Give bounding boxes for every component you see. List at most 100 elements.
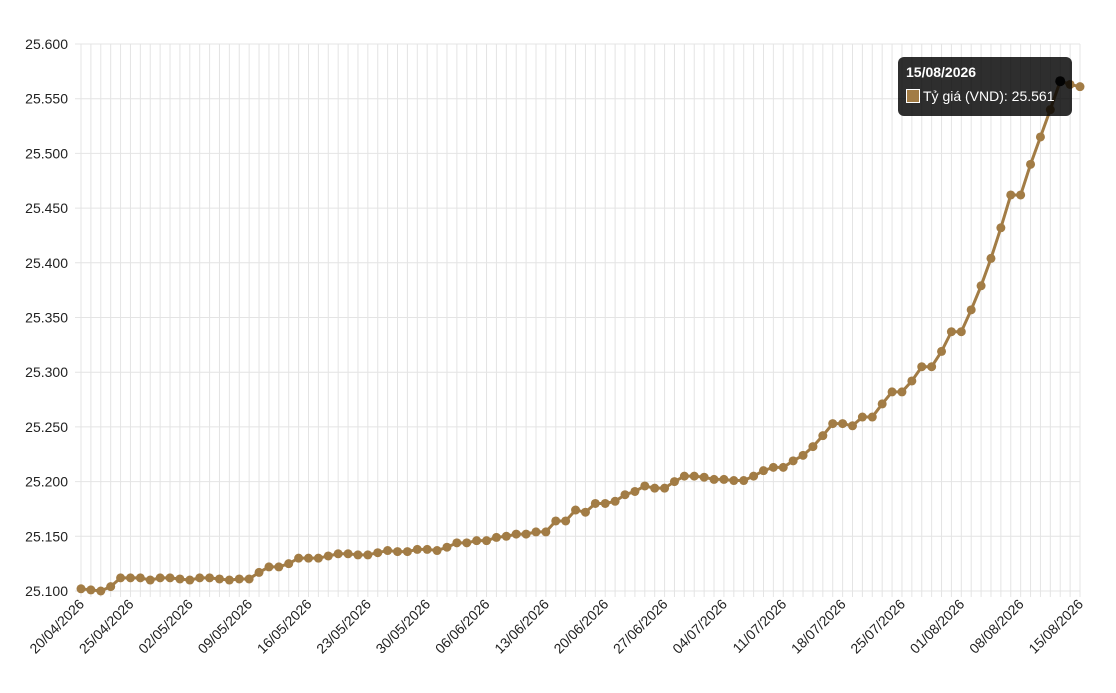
point	[1035, 132, 1045, 142]
tooltip-title: 15/08/2026	[906, 64, 977, 80]
point	[76, 584, 86, 594]
point	[462, 538, 472, 548]
y-tick-label: 25.450	[25, 200, 68, 216]
point	[571, 505, 581, 515]
point	[640, 481, 650, 491]
point	[402, 547, 412, 557]
y-tick-label: 25.400	[25, 255, 68, 271]
point	[214, 574, 224, 584]
point	[234, 574, 244, 584]
point	[937, 346, 947, 356]
x-tick-label: 09/05/2026	[194, 596, 255, 657]
point	[709, 474, 719, 484]
series-line	[80, 79, 1081, 593]
point	[511, 529, 521, 539]
point	[541, 527, 551, 537]
x-tick-label: 30/05/2026	[372, 596, 433, 657]
y-tick-label: 25.350	[25, 310, 68, 326]
x-tick-label: 16/05/2026	[254, 596, 315, 657]
point	[650, 483, 660, 493]
point	[452, 538, 462, 548]
point	[848, 421, 858, 431]
point	[135, 573, 145, 583]
point	[185, 575, 195, 585]
point	[739, 476, 749, 486]
x-tick-label: 08/08/2026	[966, 596, 1027, 657]
point	[323, 551, 333, 561]
x-tick-label: 04/07/2026	[669, 596, 730, 657]
point	[175, 574, 185, 584]
point	[383, 546, 393, 556]
point	[393, 547, 403, 557]
point	[749, 471, 759, 481]
y-tick-label: 25.600	[25, 36, 68, 52]
point	[472, 536, 482, 546]
point	[679, 471, 689, 481]
point	[768, 462, 778, 472]
point	[373, 548, 383, 558]
point	[1075, 82, 1085, 92]
point	[669, 477, 679, 487]
point	[303, 553, 313, 563]
x-tick-label: 13/06/2026	[491, 596, 552, 657]
tooltip-text: Tỷ giá (VND): 25.561	[923, 88, 1055, 104]
point	[521, 529, 531, 539]
point	[313, 553, 323, 563]
y-tick-label: 25.150	[25, 528, 68, 544]
point	[788, 456, 798, 466]
point	[1026, 159, 1036, 169]
point	[155, 573, 165, 583]
point	[917, 362, 927, 372]
y-tick-label: 25.500	[25, 145, 68, 161]
y-tick-label: 25.100	[25, 583, 68, 599]
y-tick-label: 25.250	[25, 419, 68, 435]
point	[867, 412, 877, 422]
point	[1016, 190, 1026, 200]
point	[877, 399, 887, 409]
point	[1006, 190, 1016, 200]
point	[758, 466, 768, 476]
point	[956, 327, 966, 337]
point	[422, 544, 432, 554]
x-tick-label: 15/08/2026	[1025, 596, 1086, 657]
point	[294, 553, 304, 563]
point	[610, 496, 620, 506]
tooltip-body: Tỷ giá (VND): 25.561	[906, 88, 1064, 104]
point	[432, 546, 442, 556]
y-tick-label: 25.550	[25, 91, 68, 107]
point	[620, 490, 630, 500]
point	[501, 531, 511, 541]
point	[274, 562, 284, 572]
point	[580, 507, 590, 517]
point	[986, 253, 996, 263]
point	[689, 471, 699, 481]
y-tick-label: 25.300	[25, 364, 68, 380]
point	[106, 582, 116, 592]
point	[284, 559, 294, 569]
point	[838, 419, 848, 429]
point	[363, 550, 373, 560]
point	[699, 472, 709, 482]
point	[86, 585, 96, 595]
point	[966, 305, 976, 315]
point	[165, 573, 175, 583]
tooltip-swatch	[906, 89, 920, 103]
x-tick-label: 18/07/2026	[788, 596, 849, 657]
point	[195, 573, 205, 583]
point	[996, 223, 1006, 233]
y-tick-label: 25.200	[25, 474, 68, 490]
point	[561, 516, 571, 526]
point	[857, 412, 867, 422]
x-tick-label: 25/04/2026	[76, 596, 137, 657]
point	[343, 549, 353, 559]
point	[254, 567, 264, 577]
point	[887, 387, 897, 397]
x-tick-label: 02/05/2026	[135, 596, 196, 657]
point	[96, 586, 106, 596]
point	[798, 450, 808, 460]
point	[353, 550, 363, 560]
x-tick-label: 25/07/2026	[847, 596, 908, 657]
point	[482, 536, 492, 546]
